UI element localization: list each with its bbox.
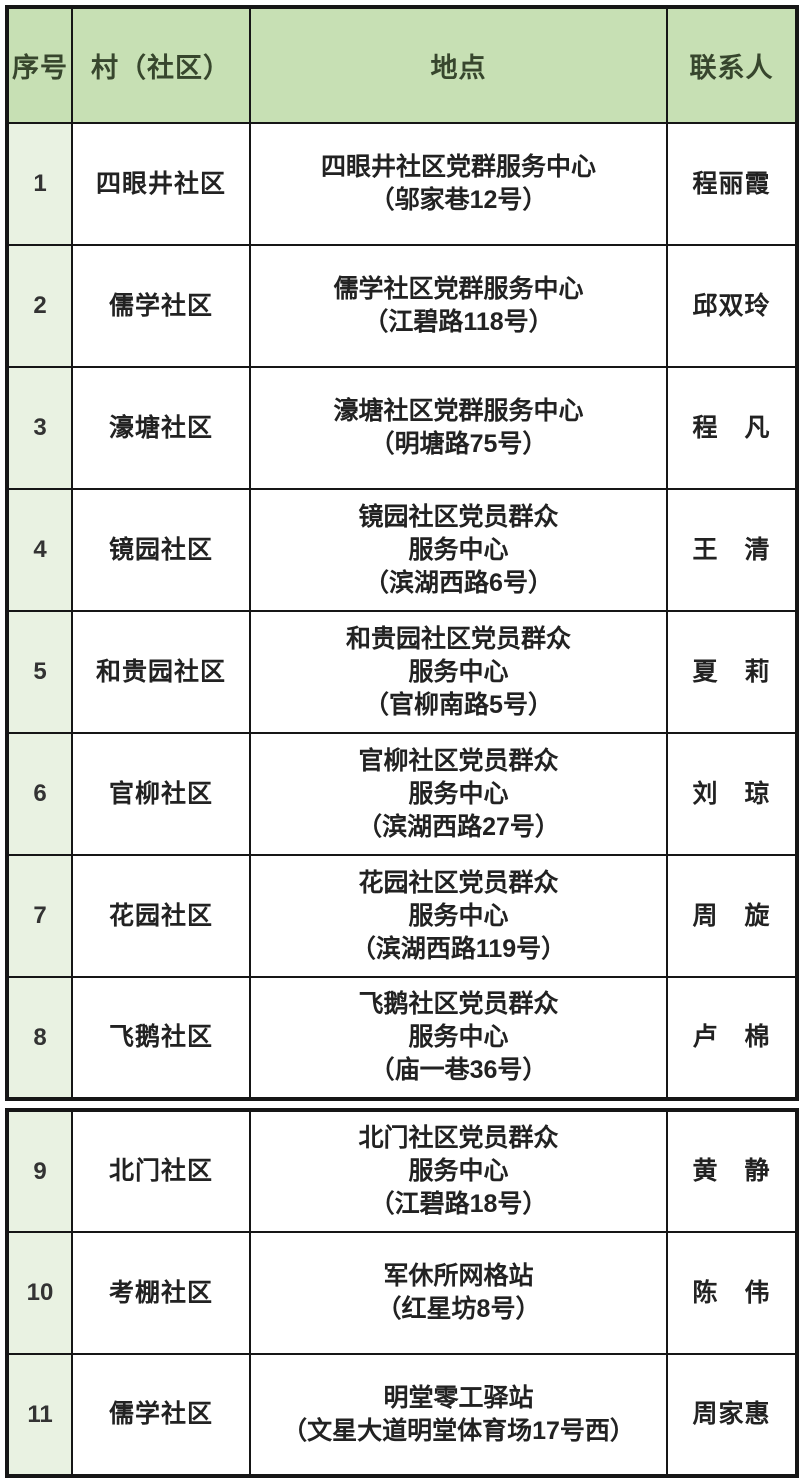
table-row: 6 官柳社区 官柳社区党员群众 服务中心 （滨湖西路27号） 刘 琼 — [6, 732, 798, 856]
location-cell: 儒学社区党群服务中心 （江碧路118号） — [249, 244, 668, 368]
community-cell: 镜园社区 — [71, 488, 251, 612]
location-cell: 官柳社区党员群众 服务中心 （滨湖西路27号） — [249, 732, 668, 856]
column-header-contact: 联系人 — [666, 6, 798, 124]
table-row: 8 飞鹅社区 飞鹅社区党员群众 服务中心 （庙一巷36号） 卢 棉 — [6, 976, 798, 1100]
table-row: 4 镜园社区 镜园社区党员群众 服务中心 （滨湖西路6号） 王 清 — [6, 488, 798, 612]
table-row: 3 濠塘社区 濠塘社区党群服务中心 （明塘路75号） 程 凡 — [6, 366, 798, 490]
location-cell: 和贵园社区党员群众 服务中心 （官柳南路5号） — [249, 610, 668, 734]
contact-cell: 邱双玲 — [666, 244, 798, 368]
row-no-cell: 9 — [6, 1109, 73, 1233]
table-row: 2 儒学社区 儒学社区党群服务中心 （江碧路118号） 邱双玲 — [6, 244, 798, 368]
location-cell: 北门社区党员群众 服务中心 （江碧路18号） — [249, 1109, 668, 1233]
contact-cell: 程 凡 — [666, 366, 798, 490]
row-no-cell: 5 — [6, 610, 73, 734]
location-cell: 濠塘社区党群服务中心 （明塘路75号） — [249, 366, 668, 490]
community-cell: 儒学社区 — [71, 1353, 251, 1477]
header-row: 序号 村（社区） 地点 联系人 — [6, 6, 798, 124]
contact-cell: 周家惠 — [666, 1353, 798, 1477]
community-cell: 考棚社区 — [71, 1231, 251, 1355]
row-no-cell: 2 — [6, 244, 73, 368]
row-no-cell: 1 — [6, 122, 73, 246]
community-cell: 濠塘社区 — [71, 366, 251, 490]
table-row: 1 四眼井社区 四眼井社区党群服务中心 （邬家巷12号） 程丽霞 — [6, 122, 798, 246]
row-no-cell: 6 — [6, 732, 73, 856]
contact-cell: 周 旋 — [666, 854, 798, 978]
table-row: 10 考棚社区 军休所网格站 （红星坊8号） 陈 伟 — [6, 1231, 798, 1355]
community-cell: 北门社区 — [71, 1109, 251, 1233]
location-cell: 四眼井社区党群服务中心 （邬家巷12号） — [249, 122, 668, 246]
row-no-cell: 10 — [6, 1231, 73, 1355]
contact-cell: 卢 棉 — [666, 976, 798, 1100]
community-cell: 花园社区 — [71, 854, 251, 978]
column-header-community: 村（社区） — [71, 6, 251, 124]
contact-cell: 陈 伟 — [666, 1231, 798, 1355]
community-cell: 官柳社区 — [71, 732, 251, 856]
row-no-cell: 3 — [6, 366, 73, 490]
location-cell: 镜园社区党员群众 服务中心 （滨湖西路6号） — [249, 488, 668, 612]
community-cell: 四眼井社区 — [71, 122, 251, 246]
column-header-location: 地点 — [249, 6, 668, 124]
community-cell: 和贵园社区 — [71, 610, 251, 734]
community-cell: 飞鹅社区 — [71, 976, 251, 1100]
contact-cell: 夏 莉 — [666, 610, 798, 734]
contact-cell: 程丽霞 — [666, 122, 798, 246]
row-no-cell: 4 — [6, 488, 73, 612]
row-no-cell: 11 — [6, 1353, 73, 1477]
table-row: 5 和贵园社区 和贵园社区党员群众 服务中心 （官柳南路5号） 夏 莉 — [6, 610, 798, 734]
location-cell: 飞鹅社区党员群众 服务中心 （庙一巷36号） — [249, 976, 668, 1100]
row-no-cell: 8 — [6, 976, 73, 1100]
contact-cell: 刘 琼 — [666, 732, 798, 856]
contact-cell: 黄 静 — [666, 1109, 798, 1233]
row-no-cell: 7 — [6, 854, 73, 978]
table-row: 11 儒学社区 明堂零工驿站 （文星大道明堂体育场17号西） 周家惠 — [6, 1353, 798, 1477]
location-cell: 明堂零工驿站 （文星大道明堂体育场17号西） — [249, 1353, 668, 1477]
table-row: 7 花园社区 花园社区党员群众 服务中心 （滨湖西路119号） 周 旋 — [6, 854, 798, 978]
community-cell: 儒学社区 — [71, 244, 251, 368]
location-cell: 军休所网格站 （红星坊8号） — [249, 1231, 668, 1355]
community-service-table-upper: 序号 村（社区） 地点 联系人 1 四眼井社区 四眼井社区党群服务中心 （邬家巷… — [5, 5, 799, 1101]
table-row: 9 北门社区 北门社区党员群众 服务中心 （江碧路18号） 黄 静 — [6, 1109, 798, 1233]
contact-cell: 王 清 — [666, 488, 798, 612]
community-service-table-lower: 9 北门社区 北门社区党员群众 服务中心 （江碧路18号） 黄 静 10 考棚社… — [5, 1108, 799, 1478]
location-cell: 花园社区党员群众 服务中心 （滨湖西路119号） — [249, 854, 668, 978]
column-header-no: 序号 — [6, 6, 73, 124]
